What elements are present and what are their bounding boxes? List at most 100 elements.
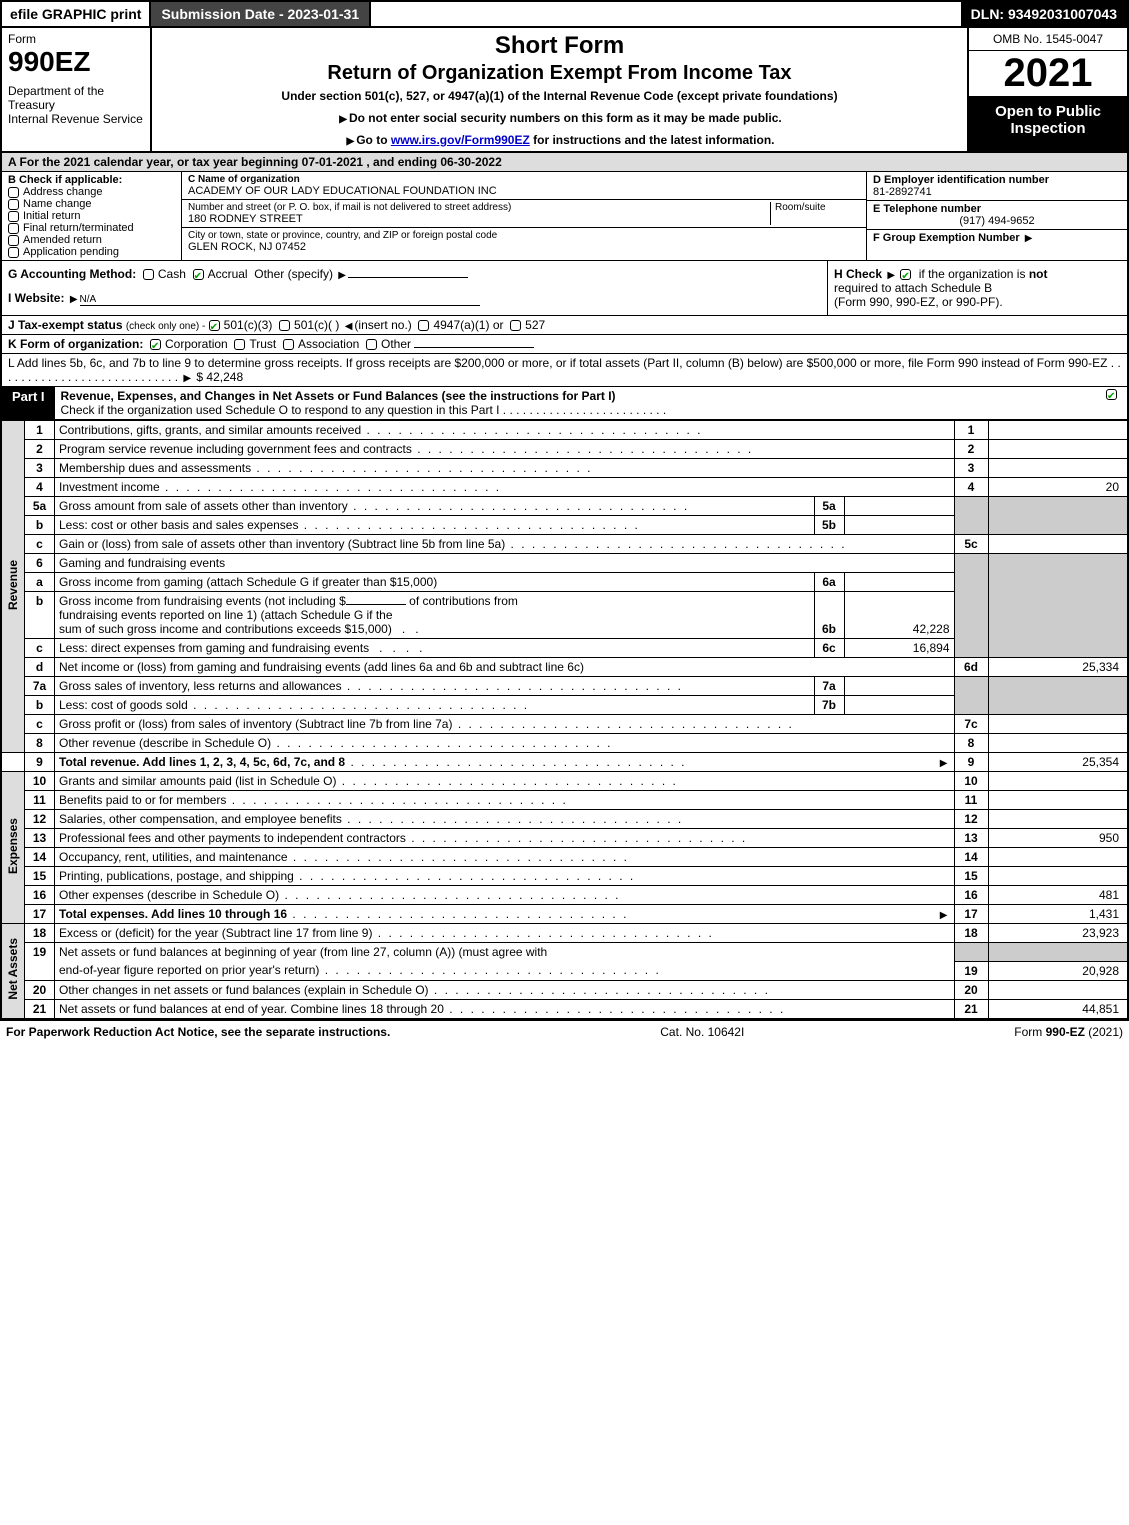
line-6d-num: d — [25, 658, 55, 677]
line-9-num: 9 — [25, 753, 55, 772]
accrual-label: Accrual — [208, 267, 248, 281]
line-4-num: 4 — [25, 478, 55, 497]
line-1-desc: Contributions, gifts, grants, and simila… — [55, 421, 955, 440]
part-i-title: Revenue, Expenses, and Changes in Net As… — [61, 389, 616, 403]
line-12-num: 12 — [25, 810, 55, 829]
line-13-box: 13 — [954, 829, 988, 848]
opt-trust: Trust — [249, 337, 276, 351]
line-7c-amt — [988, 715, 1128, 734]
form-word: Form — [8, 32, 144, 46]
line-7c-desc: Gross profit or (loss) from sales of inv… — [55, 715, 955, 734]
line-7a-desc: Gross sales of inventory, less returns a… — [55, 677, 815, 696]
note-ssn: Do not enter social security numbers on … — [158, 111, 961, 125]
line-19-desc2: end-of-year figure reported on prior yea… — [55, 961, 955, 980]
h-text3: (Form 990, 990-EZ, or 990-PF). — [834, 295, 1121, 309]
chk-schedule-b[interactable] — [900, 269, 911, 280]
left-arrow-icon — [343, 318, 355, 332]
line-7a-num: 7a — [25, 677, 55, 696]
chk-other-org[interactable] — [366, 339, 377, 350]
opt-501c3: 501(c)(3) — [224, 318, 273, 332]
line-5c-box: 5c — [954, 535, 988, 554]
chk-527[interactable] — [510, 320, 521, 331]
line-14-box: 14 — [954, 848, 988, 867]
j-label: J Tax-exempt status — [8, 318, 123, 332]
chk-4947[interactable] — [418, 320, 429, 331]
chk-address-change[interactable]: Address change — [8, 186, 175, 198]
top-bar: efile GRAPHIC print Submission Date - 20… — [0, 0, 1129, 28]
header-left: Form 990EZ Department of the Treasury In… — [2, 28, 152, 151]
chk-application-pending[interactable]: Application pending — [8, 246, 175, 258]
line-14-num: 14 — [25, 848, 55, 867]
f-label: F Group Exemption Number — [873, 232, 1020, 244]
line-19-amt: 20,928 — [988, 961, 1128, 980]
chk-trust[interactable] — [234, 339, 245, 350]
i-website: I Website: N/A — [8, 291, 821, 306]
e-label: E Telephone number — [873, 203, 1121, 215]
i-label: I Website: — [8, 291, 64, 305]
netassets-section-label: Net Assets — [1, 924, 25, 1019]
phone-value: (917) 494-9652 — [873, 215, 1121, 227]
street-label: Number and street (or P. O. box, if mail… — [188, 202, 770, 213]
other-org-input[interactable] — [414, 347, 534, 348]
line-12-amt — [988, 810, 1128, 829]
other-specify-input[interactable] — [348, 277, 468, 278]
shade-5ab — [954, 497, 988, 535]
chk-corporation[interactable] — [150, 339, 161, 350]
footer-right: Form 990-EZ (2021) — [1014, 1025, 1123, 1039]
b-label: B Check if applicable: — [8, 174, 175, 186]
line-1-num: 1 — [25, 421, 55, 440]
topbar-spacer — [371, 2, 961, 26]
contrib-blank[interactable] — [346, 604, 406, 605]
line-20-desc: Other changes in net assets or fund bala… — [55, 980, 955, 999]
line-5b-sub: 5b — [814, 516, 844, 535]
chk-501c[interactable] — [279, 320, 290, 331]
line-7c-box: 7c — [954, 715, 988, 734]
line-21-num: 21 — [25, 999, 55, 1019]
other-label: Other (specify) — [254, 267, 333, 281]
opt-corporation: Corporation — [165, 337, 228, 351]
line-6b-num: b — [25, 592, 55, 639]
chk-schedule-o-used[interactable] — [1106, 389, 1117, 400]
c-street-row: Number and street (or P. O. box, if mail… — [182, 200, 866, 228]
subtitle: Under section 501(c), 527, or 4947(a)(1)… — [158, 89, 961, 103]
chk-association[interactable] — [283, 339, 294, 350]
chk-final-return[interactable]: Final return/terminated — [8, 222, 175, 234]
line-18-desc: Excess or (deficit) for the year (Subtra… — [55, 924, 955, 943]
line-7c-num: c — [25, 715, 55, 734]
chk-cash[interactable] — [143, 269, 154, 280]
line-11-num: 11 — [25, 791, 55, 810]
part-i-header: Part I Revenue, Expenses, and Changes in… — [0, 387, 1129, 420]
note-ssn-text: Do not enter social security numbers on … — [349, 111, 782, 125]
line-15-amt — [988, 867, 1128, 886]
l-text: L Add lines 5b, 6c, and 7b to line 9 to … — [8, 356, 1107, 370]
line-11-desc: Benefits paid to or for members — [55, 791, 955, 810]
line-20-box: 20 — [954, 980, 988, 999]
line-j: J Tax-exempt status (check only one) - 5… — [0, 316, 1129, 335]
chk-initial-return[interactable]: Initial return — [8, 210, 175, 222]
line-1-amt — [988, 421, 1128, 440]
line-17-desc: Total expenses. Add lines 10 through 16 — [55, 905, 955, 924]
efile-print-label[interactable]: efile GRAPHIC print — [2, 2, 151, 26]
line-10-num: 10 — [25, 772, 55, 791]
chk-501c3[interactable] — [209, 320, 220, 331]
chk-name-change[interactable]: Name change — [8, 198, 175, 210]
f-group-row: F Group Exemption Number — [867, 230, 1127, 246]
line-17-box: 17 — [954, 905, 988, 924]
revenue-end-spacer — [1, 753, 25, 772]
chk-accrual[interactable] — [193, 269, 204, 280]
opt-association: Association — [298, 337, 359, 351]
opt-insert-no: (insert no.) — [354, 318, 411, 332]
arrow-icon — [938, 907, 950, 921]
chk-amended-return[interactable]: Amended return — [8, 234, 175, 246]
line-19-desc: Net assets or fund balances at beginning… — [55, 943, 955, 962]
line-11-amt — [988, 791, 1128, 810]
shade-6abc — [954, 554, 988, 658]
line-6b-desc: Gross income from fundraising events (no… — [55, 592, 815, 639]
main-title: Return of Organization Exempt From Incom… — [158, 62, 961, 85]
website-value: N/A — [80, 294, 480, 306]
line-18-box: 18 — [954, 924, 988, 943]
irs-link[interactable]: www.irs.gov/Form990EZ — [391, 133, 530, 147]
line-5c-num: c — [25, 535, 55, 554]
c-name-row: C Name of organization ACADEMY OF OUR LA… — [182, 172, 866, 200]
arrow-icon — [68, 291, 80, 305]
